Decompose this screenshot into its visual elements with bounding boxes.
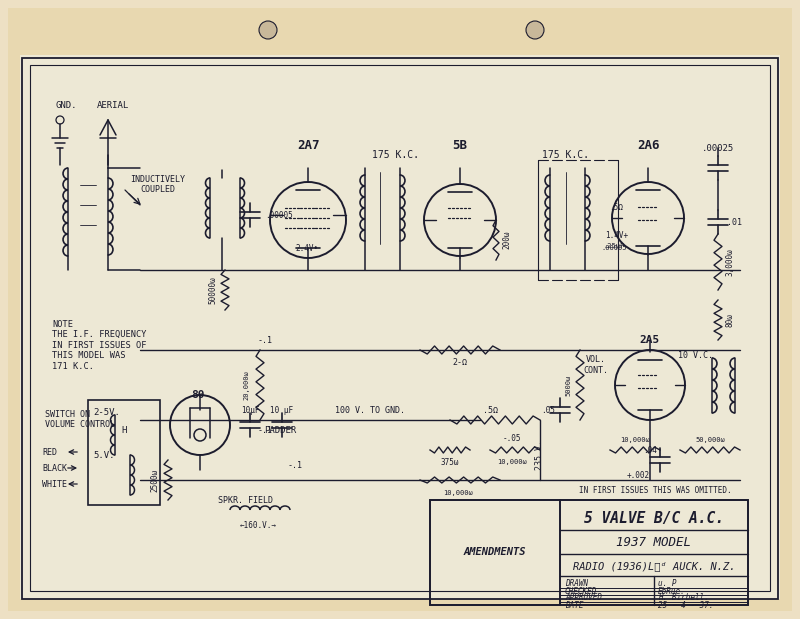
Bar [88,400,160,505]
Text: 10 μF: 10 μF [270,405,294,415]
Text: .01: .01 [727,217,742,227]
Text: -.1: -.1 [287,461,302,469]
Text: RED: RED [42,448,57,456]
Text: 100 V. TO GND.: 100 V. TO GND. [335,405,405,415]
Text: BLACK: BLACK [42,464,67,472]
Text: 175 K.C.: 175 K.C. [542,150,589,160]
Text: 375ω: 375ω [441,457,459,467]
Text: WHITE: WHITE [42,480,67,488]
Text: 5B: 5B [453,139,467,152]
Text: .04: .04 [643,446,657,454]
Text: 2-Ω: 2-Ω [453,358,467,366]
Text: 5.V.: 5.V. [93,451,114,459]
Text: INDUCTIVELY
COUPLED: INDUCTIVELY COUPLED [130,175,186,194]
Text: RADIO (1936)Lᴛᵈ AUCK. N.Z.: RADIO (1936)Lᴛᵈ AUCK. N.Z. [573,561,735,571]
Text: 1.4V+: 1.4V+ [605,230,628,240]
Text: .5Ω: .5Ω [482,405,498,415]
Text: 5 VALVE B/C A.C.: 5 VALVE B/C A.C. [584,511,724,526]
Text: DATE: DATE [565,600,583,610]
Text: 20,000ω: 20,000ω [243,370,249,400]
Text: u. P: u. P [658,579,677,589]
Text: AERIAL: AERIAL [97,100,130,110]
Text: 80: 80 [191,390,205,400]
Text: ←160.V.→: ←160.V.→ [239,521,277,529]
Text: 235 V.: 235 V. [535,440,545,470]
Text: .00025: .00025 [702,144,734,152]
Bar [430,500,748,605]
Text: 200ω: 200ω [502,231,511,249]
Text: 25 - 4 - 37.: 25 - 4 - 37. [658,600,714,610]
Bar [20,55,780,599]
Text: .25μF: .25μF [604,243,625,249]
Text: 50,000ω: 50,000ω [695,437,725,443]
Text: 80ω: 80ω [726,313,734,327]
Text: .00005: .00005 [265,210,293,220]
Text: -.1: -.1 [258,425,273,435]
Text: 1937 MODEL: 1937 MODEL [617,537,691,550]
Text: -.05: -.05 [502,433,522,443]
Text: 2A6: 2A6 [637,139,659,152]
Text: H. Birbell.: H. Birbell. [658,594,709,602]
Bar [22,58,778,599]
Circle shape [526,21,544,39]
Text: 10,000ω: 10,000ω [497,459,527,465]
Text: 10μF: 10μF [241,405,259,415]
Bar [560,500,748,605]
Text: H: H [122,425,126,435]
Text: SWITCH ON
VOLUME CONTROL: SWITCH ON VOLUME CONTROL [45,410,115,430]
Text: 2-5V.: 2-5V. [93,407,120,417]
Text: AMENDMENTS: AMENDMENTS [464,547,526,557]
Text: APPROVED: APPROVED [565,594,602,602]
Text: .05: .05 [541,405,555,415]
Text: 50000ω: 50000ω [209,276,218,304]
Circle shape [259,21,277,39]
Text: IN FIRST ISSUES THIS WAS OMITTED.: IN FIRST ISSUES THIS WAS OMITTED. [578,485,731,495]
Text: 2.4V•: 2.4V• [295,243,318,253]
Text: SPKR. FIELD: SPKR. FIELD [218,495,273,504]
Text: 10,000ω: 10,000ω [443,490,473,496]
Text: 175 K.C.: 175 K.C. [371,150,418,160]
Text: 2A5: 2A5 [640,335,660,345]
Text: .5Ω: .5Ω [609,202,623,212]
Text: 10,000ω: 10,000ω [620,437,650,443]
Text: 2500ω: 2500ω [150,469,159,491]
Text: 3,000ω: 3,000ω [726,248,734,276]
Bar [430,500,560,605]
Text: .00005: .00005 [602,245,626,251]
Text: DRAWN: DRAWN [565,579,588,589]
Text: GND.: GND. [55,100,77,110]
Bar [30,65,770,591]
Text: +.002: +.002 [626,470,650,480]
Text: 10 V.C.: 10 V.C. [678,350,713,360]
Text: VOL.
CONT.: VOL. CONT. [583,355,609,374]
Text: EbRue.: EbRue. [658,586,686,595]
Text: 2A7: 2A7 [297,139,319,152]
Text: -.1: -.1 [258,335,273,345]
Text: NOTE
THE I.F. FREQUENCY
IN FIRST ISSUES OF
THIS MODEL WAS
171 K.C.: NOTE THE I.F. FREQUENCY IN FIRST ISSUES … [52,320,146,371]
Text: 5000ω: 5000ω [565,374,571,396]
Text: CHECKED: CHECKED [565,586,598,595]
Text: PADDER: PADDER [264,425,296,435]
